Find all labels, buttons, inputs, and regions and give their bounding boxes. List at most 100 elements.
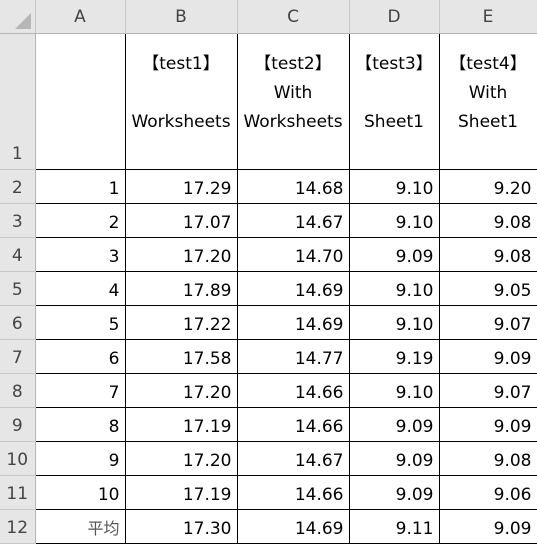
cell-e7[interactable]: 9.09 xyxy=(439,339,537,374)
cell-a8[interactable]: 7 xyxy=(35,373,126,408)
cell-b1[interactable]: 【test1】 Worksheets xyxy=(125,33,238,170)
cell-d5[interactable]: 9.10 xyxy=(349,271,440,306)
cell-c12[interactable]: 14.69 xyxy=(237,509,350,544)
cell-e1[interactable]: 【test4】 With Sheet1 xyxy=(439,33,537,170)
row-header-7[interactable]: 7 xyxy=(0,339,36,374)
cell-d1-line2 xyxy=(350,79,439,108)
cell-a7[interactable]: 6 xyxy=(35,339,126,374)
cell-e1-line3: Sheet1 xyxy=(458,112,518,132)
cell-e3[interactable]: 9.08 xyxy=(439,203,537,238)
table-row: 6 5 17.22 14.69 9.10 9.07 xyxy=(0,305,537,340)
cell-e5[interactable]: 9.05 xyxy=(439,271,537,306)
cell-a12-average-label[interactable]: 平均 xyxy=(35,509,126,544)
cell-e9[interactable]: 9.09 xyxy=(439,407,537,442)
cell-a3[interactable]: 2 xyxy=(35,203,126,238)
cell-d6[interactable]: 9.10 xyxy=(349,305,440,340)
table-row: 7 6 17.58 14.77 9.19 9.09 xyxy=(0,339,537,374)
row-header-1[interactable]: 1 xyxy=(0,33,36,170)
cell-b12[interactable]: 17.30 xyxy=(125,509,238,544)
cell-d12[interactable]: 9.11 xyxy=(349,509,440,544)
cell-a1-line2 xyxy=(36,79,125,108)
select-all-triangle-icon xyxy=(14,13,31,29)
table-row: 10 9 17.20 14.67 9.09 9.08 xyxy=(0,441,537,476)
select-all-corner[interactable] xyxy=(0,0,36,34)
cell-b11[interactable]: 17.19 xyxy=(125,475,238,510)
cell-a9[interactable]: 8 xyxy=(35,407,126,442)
column-header-a[interactable]: A xyxy=(35,0,126,34)
cell-a10[interactable]: 9 xyxy=(35,441,126,476)
cell-a2[interactable]: 1 xyxy=(35,169,126,204)
cell-c7[interactable]: 14.77 xyxy=(237,339,350,374)
cell-e2[interactable]: 9.20 xyxy=(439,169,537,204)
cell-b1-line3: Worksheets xyxy=(131,112,231,132)
row-header-10[interactable]: 10 xyxy=(0,441,36,476)
cell-d2[interactable]: 9.10 xyxy=(349,169,440,204)
row-header-8[interactable]: 8 xyxy=(0,373,36,408)
row-header-4[interactable]: 4 xyxy=(0,237,36,272)
cell-d9[interactable]: 9.09 xyxy=(349,407,440,442)
column-header-e[interactable]: E xyxy=(439,0,537,34)
cell-a1-line1 xyxy=(36,50,125,79)
cell-c6[interactable]: 14.69 xyxy=(237,305,350,340)
cell-b7[interactable]: 17.58 xyxy=(125,339,238,374)
row-header-11[interactable]: 11 xyxy=(0,475,36,510)
cell-b8[interactable]: 17.20 xyxy=(125,373,238,408)
cell-e4[interactable]: 9.08 xyxy=(439,237,537,272)
cell-c2[interactable]: 14.68 xyxy=(237,169,350,204)
row-header-9[interactable]: 9 xyxy=(0,407,36,442)
cell-c10[interactable]: 14.67 xyxy=(237,441,350,476)
cell-b1-line2 xyxy=(126,79,237,108)
row-header-3[interactable]: 3 xyxy=(0,203,36,238)
cell-e8[interactable]: 9.07 xyxy=(439,373,537,408)
cell-c4[interactable]: 14.70 xyxy=(237,237,350,272)
cell-e10[interactable]: 9.08 xyxy=(439,441,537,476)
column-header-c[interactable]: C xyxy=(237,0,350,34)
row-header-5[interactable]: 5 xyxy=(0,271,36,306)
cell-c9[interactable]: 14.66 xyxy=(237,407,350,442)
table-row: 5 4 17.89 14.69 9.10 9.05 xyxy=(0,271,537,306)
column-header-d[interactable]: D xyxy=(349,0,440,34)
cell-b6[interactable]: 17.22 xyxy=(125,305,238,340)
cell-c3[interactable]: 14.67 xyxy=(237,203,350,238)
cell-c1-line2: With xyxy=(273,83,313,103)
cell-a5[interactable]: 4 xyxy=(35,271,126,306)
cell-a4[interactable]: 3 xyxy=(35,237,126,272)
cell-d8[interactable]: 9.10 xyxy=(349,373,440,408)
cell-e11[interactable]: 9.06 xyxy=(439,475,537,510)
cell-b9[interactable]: 17.19 xyxy=(125,407,238,442)
column-header-row: A B C D E xyxy=(0,0,537,34)
cell-e1-line2: With xyxy=(468,83,508,103)
cell-a1-line3 xyxy=(36,108,125,137)
cell-e1-line1: 【test4】 xyxy=(449,54,527,74)
cell-b3[interactable]: 17.07 xyxy=(125,203,238,238)
cell-b5[interactable]: 17.89 xyxy=(125,271,238,306)
cell-c5[interactable]: 14.69 xyxy=(237,271,350,306)
cell-d4[interactable]: 9.09 xyxy=(349,237,440,272)
cell-a1[interactable] xyxy=(35,33,126,170)
cell-b10[interactable]: 17.20 xyxy=(125,441,238,476)
row-header-12[interactable]: 12 xyxy=(0,509,36,544)
cell-d3[interactable]: 9.10 xyxy=(349,203,440,238)
table-row: 11 10 17.19 14.66 9.09 9.06 xyxy=(0,475,537,510)
cell-d1-line1: 【test3】 xyxy=(355,54,433,74)
cell-e6[interactable]: 9.07 xyxy=(439,305,537,340)
cell-d10[interactable]: 9.09 xyxy=(349,441,440,476)
cell-c8[interactable]: 14.66 xyxy=(237,373,350,408)
cell-e12[interactable]: 9.09 xyxy=(439,509,537,544)
row-header-2[interactable]: 2 xyxy=(0,169,36,204)
cell-d1[interactable]: 【test3】 Sheet1 xyxy=(349,33,440,170)
cell-c11[interactable]: 14.66 xyxy=(237,475,350,510)
cell-a11[interactable]: 10 xyxy=(35,475,126,510)
cell-b4[interactable]: 17.20 xyxy=(125,237,238,272)
cell-a6[interactable]: 5 xyxy=(35,305,126,340)
row-header-6[interactable]: 6 xyxy=(0,305,36,340)
column-header-b[interactable]: B xyxy=(125,0,238,34)
cell-d1-line3: Sheet1 xyxy=(364,112,424,132)
cell-d11[interactable]: 9.09 xyxy=(349,475,440,510)
table-row: 3 2 17.07 14.67 9.10 9.08 xyxy=(0,203,537,238)
cell-c1-line1: 【test2】 xyxy=(254,54,332,74)
cell-c1[interactable]: 【test2】 With Worksheets xyxy=(237,33,350,170)
cell-b2[interactable]: 17.29 xyxy=(125,169,238,204)
cell-d7[interactable]: 9.19 xyxy=(349,339,440,374)
